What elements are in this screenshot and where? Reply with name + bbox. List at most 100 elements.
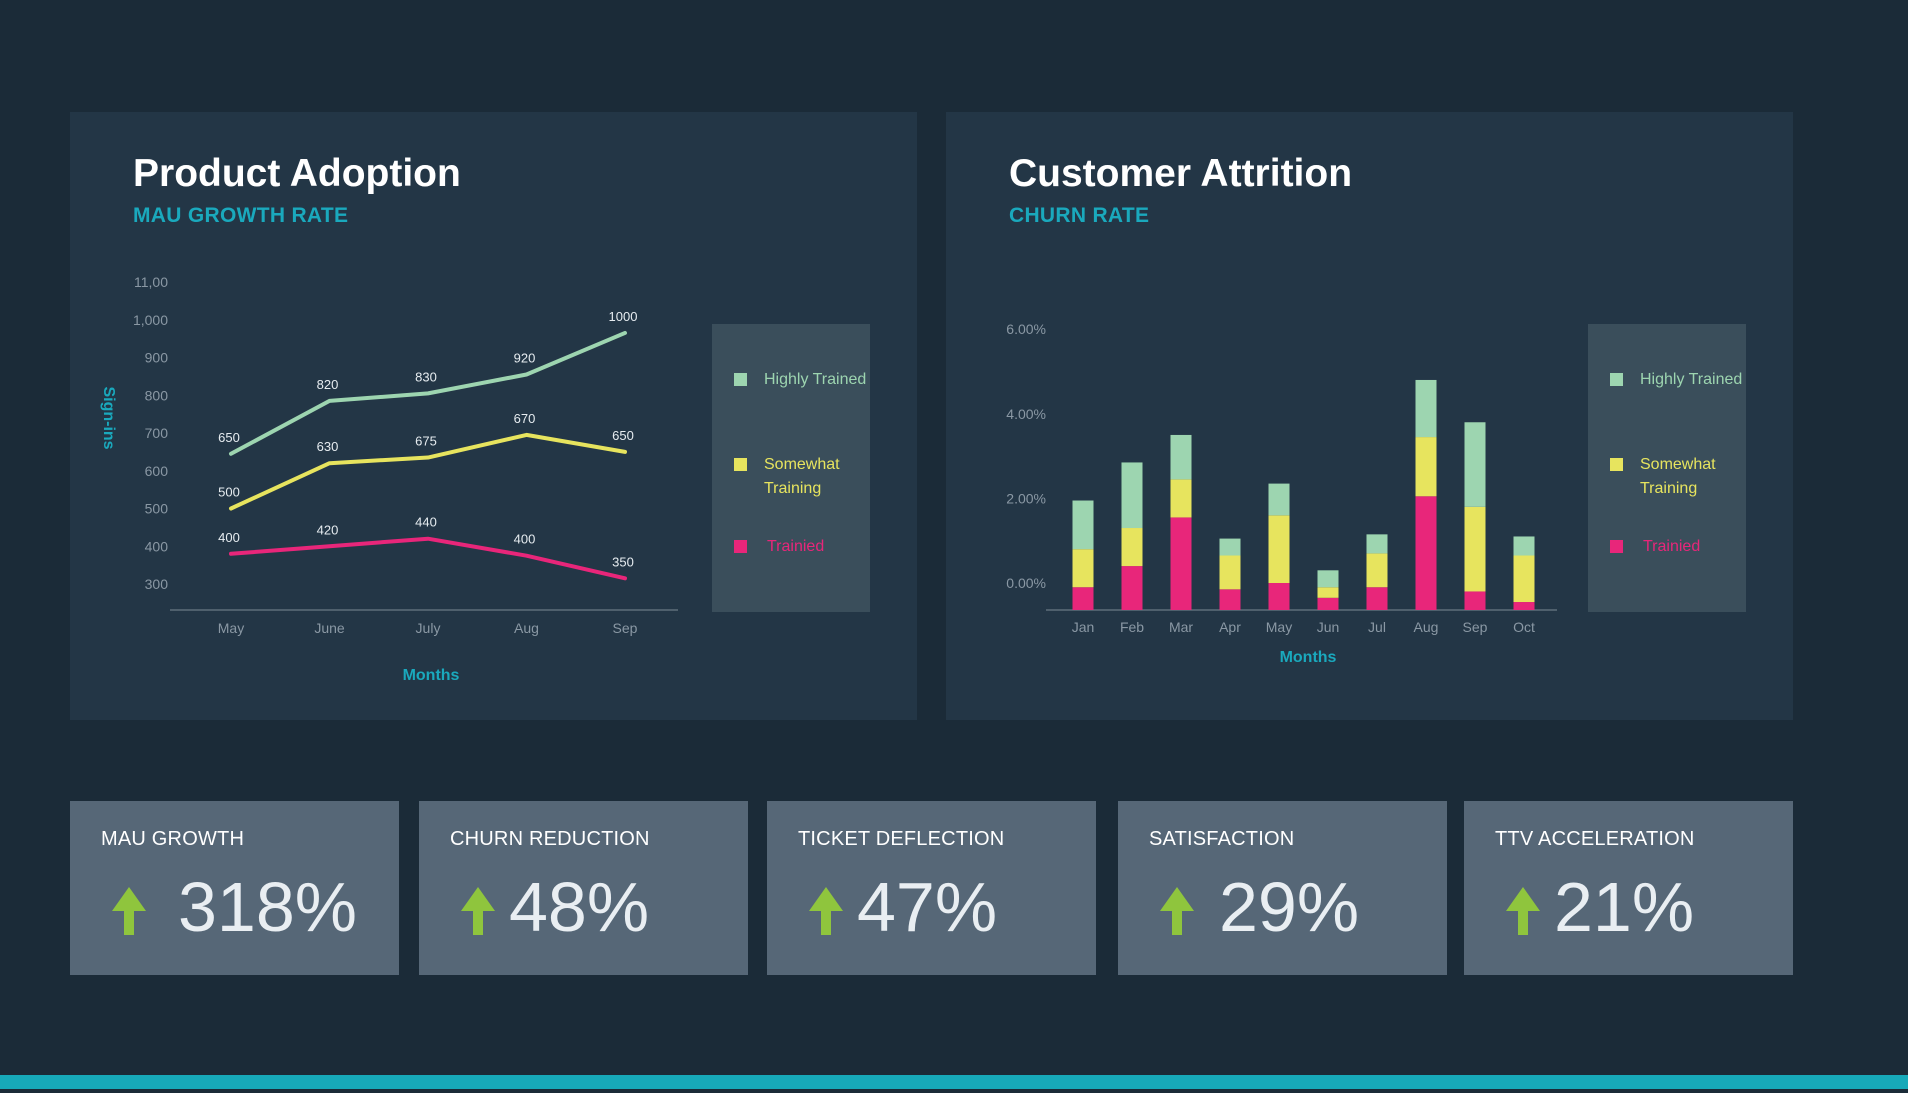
arrow-up-icon: [1506, 887, 1540, 935]
data-label: 400: [514, 532, 536, 547]
bar-segment: [1072, 549, 1094, 588]
x-tick-label: Jul: [1368, 619, 1386, 635]
legend-label: Trainied: [767, 538, 825, 555]
bar-segment: [1415, 379, 1437, 438]
kpi-label: SATISFACTION: [1149, 828, 1295, 850]
bar-segment: [1366, 587, 1388, 610]
data-label: 650: [612, 428, 634, 443]
kpi-value: 29%: [1219, 868, 1360, 946]
series-line: [229, 536, 627, 581]
product-adoption-panel: Product Adoption MAU GROWTH RATE 300 400 5…: [70, 112, 917, 720]
x-tick-label: Mar: [1169, 619, 1193, 635]
y-tick-label: 900: [145, 350, 169, 366]
bar-segment: [1464, 591, 1486, 610]
kpi-card-churn-reduction: CHURN REDUCTION 48%: [419, 801, 748, 975]
bar-segment: [1170, 434, 1192, 480]
bar-segment: [1072, 587, 1094, 610]
x-tick-label: Jun: [1317, 619, 1340, 635]
bar-segment: [1464, 422, 1486, 507]
arrow-up-icon: [809, 887, 843, 935]
bar-segment: [1170, 479, 1192, 518]
bar-segment: [1072, 500, 1094, 550]
kpi-value: 318%: [178, 868, 358, 946]
legend-swatch: [734, 373, 747, 386]
data-label: 350: [612, 554, 634, 569]
bar-segment: [1219, 538, 1241, 556]
attrition-bar-chart: 0.00% 2.00% 4.00% 6.00% Jan Feb Mar Apr May Jun Ju…: [1006, 321, 1557, 666]
x-tick-label: May: [1266, 619, 1292, 635]
x-tick-label: Sep: [1463, 619, 1488, 635]
data-label: 830: [415, 369, 437, 384]
adoption-legend: Highly Trained Somewhat Training Trainie…: [712, 324, 870, 612]
data-label: 920: [514, 350, 536, 365]
x-tick-label: June: [314, 620, 345, 636]
y-tick-label: 1,000: [133, 312, 168, 328]
data-label: 440: [415, 515, 437, 530]
kpi-value: 21%: [1554, 868, 1695, 946]
bar-segment: [1170, 517, 1192, 610]
kpi-label: CHURN REDUCTION: [450, 828, 650, 850]
bar-segment: [1219, 589, 1241, 610]
x-tick-label: Jan: [1072, 619, 1095, 635]
data-label: 400: [218, 530, 240, 545]
bar-segment: [1268, 515, 1290, 583]
legend-label: Highly Trained: [1640, 371, 1743, 388]
y-tick-label: 0.00%: [1006, 575, 1046, 591]
x-axis-title: Months: [1280, 649, 1337, 666]
bar-segment: [1513, 602, 1535, 610]
y-tick-label: 2.00%: [1006, 490, 1046, 506]
customer-attrition-panel: Customer Attrition CHURN RATE 0.00% 2.00%…: [946, 112, 1793, 720]
adoption-title: Product Adoption: [133, 152, 461, 195]
data-label: 630: [317, 439, 339, 454]
kpi-card-ticket-deflection: TICKET DEFLECTION 47%: [767, 801, 1096, 975]
bar-segment: [1268, 583, 1290, 610]
legend-swatch: [1610, 458, 1623, 471]
adoption-line-chart: 300 400 500 600 700 800 900 1,000 11,00 May June Ju…: [100, 274, 678, 684]
x-tick-label: Sep: [613, 620, 638, 636]
y-tick-label: 600: [145, 463, 169, 479]
legend-label: Somewhat Training: [764, 456, 840, 497]
kpi-label: TICKET DEFLECTION: [798, 828, 1005, 850]
data-label: 675: [415, 434, 437, 449]
bar-segment: [1268, 483, 1290, 516]
x-tick-label: Oct: [1513, 619, 1535, 635]
y-tick-label: 11,00: [134, 274, 168, 290]
bar-segment: [1415, 496, 1437, 610]
bar-segment: [1415, 437, 1437, 497]
bar-segment: [1121, 566, 1143, 610]
legend-label: Highly Trained: [764, 371, 867, 388]
bar-segment: [1464, 506, 1486, 592]
attrition-legend: Highly Trained Somewhat Training Trainie…: [1588, 324, 1746, 612]
legend-label: Somewhat Training: [1640, 456, 1716, 497]
data-label: 820: [317, 377, 339, 392]
bar-segment: [1219, 555, 1241, 590]
arrow-up-icon: [112, 887, 146, 935]
data-label: 420: [317, 522, 339, 537]
kpi-card-ttv-acceleration: TTV ACCELERATION 21%: [1464, 801, 1793, 975]
y-tick-label: 700: [145, 425, 169, 441]
x-tick-label: July: [416, 620, 441, 636]
y-tick-label: 6.00%: [1006, 321, 1046, 337]
kpi-label: MAU GROWTH: [101, 828, 245, 850]
arrow-up-icon: [461, 887, 495, 935]
bottom-accent-bar: [0, 1075, 1908, 1089]
legend-swatch: [1610, 540, 1623, 553]
series-line: [229, 330, 627, 456]
bar-segment: [1366, 534, 1388, 554]
y-tick-label: 800: [145, 387, 169, 403]
bar-segment: [1317, 570, 1339, 588]
x-tick-label: Aug: [514, 620, 539, 636]
x-axis-title: Months: [403, 667, 460, 684]
kpi-card-satisfaction: SATISFACTION 29%: [1118, 801, 1447, 975]
data-label: 1000: [609, 309, 638, 324]
adoption-subtitle: MAU GROWTH RATE: [133, 204, 349, 227]
data-label: 670: [514, 411, 536, 426]
data-label: 500: [218, 485, 240, 500]
y-axis-title: Sign-ins: [100, 386, 117, 449]
legend-swatch: [734, 458, 747, 471]
attrition-subtitle: CHURN RATE: [1009, 204, 1150, 227]
y-tick-label: 500: [145, 501, 169, 517]
x-tick-label: Aug: [1414, 619, 1439, 635]
bar-segment: [1317, 597, 1339, 610]
data-label: 650: [218, 430, 240, 445]
